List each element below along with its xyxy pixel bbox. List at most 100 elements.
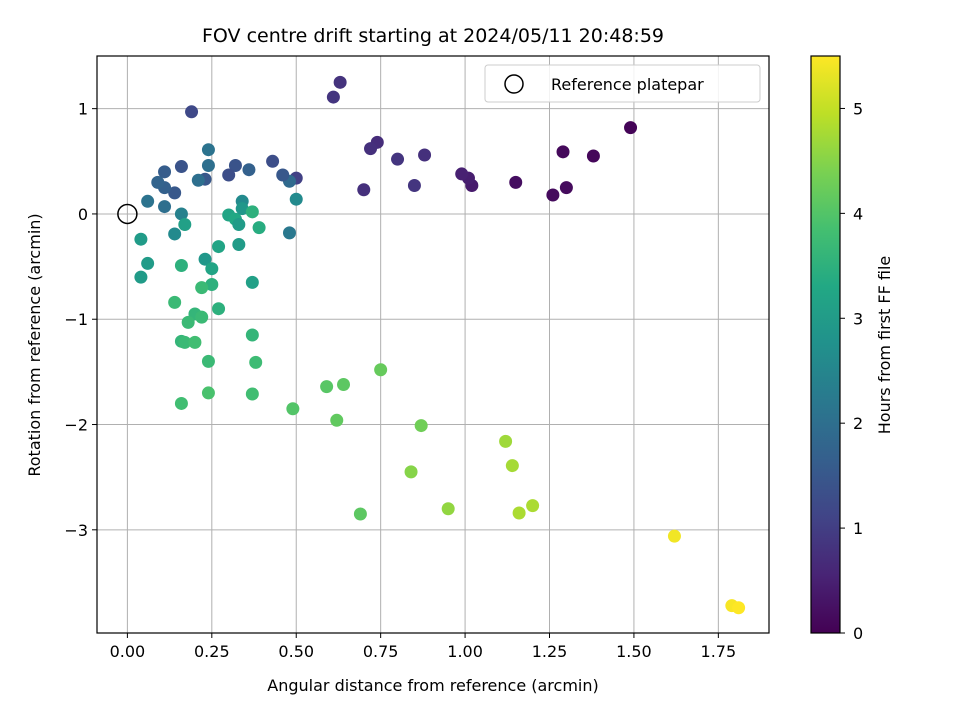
x-tick-label: 1.75 bbox=[701, 642, 737, 661]
data-point bbox=[333, 75, 347, 89]
y-tick-label: 0 bbox=[78, 205, 88, 224]
data-point bbox=[505, 459, 519, 473]
chart-title: FOV centre drift starting at 2024/05/11 … bbox=[202, 25, 664, 47]
data-point bbox=[559, 181, 573, 195]
data-point bbox=[188, 335, 202, 349]
data-point bbox=[289, 192, 303, 206]
data-point bbox=[158, 165, 172, 179]
legend-entry-reference: Reference platepar bbox=[551, 75, 704, 94]
x-tick-label: 1.50 bbox=[616, 642, 652, 661]
data-point bbox=[201, 143, 215, 157]
data-point bbox=[320, 380, 334, 394]
data-point bbox=[201, 386, 215, 400]
data-point bbox=[326, 90, 340, 104]
data-point bbox=[282, 226, 296, 240]
colorbar-ticks: 0 1 2 3 4 5 bbox=[840, 99, 863, 643]
data-point bbox=[235, 202, 249, 216]
data-point bbox=[624, 121, 638, 135]
data-point bbox=[174, 207, 188, 221]
data-point bbox=[407, 179, 421, 193]
x-tick-label: 0.75 bbox=[363, 642, 399, 661]
data-point bbox=[391, 152, 405, 166]
data-point bbox=[357, 183, 371, 197]
y-tick-label: 1 bbox=[78, 100, 88, 119]
y-axis-ticks: 1 0 −1 −2 −3 bbox=[64, 100, 97, 540]
data-point bbox=[441, 502, 455, 516]
data-point bbox=[732, 601, 746, 615]
data-point bbox=[174, 259, 188, 273]
data-point bbox=[134, 232, 148, 246]
data-point bbox=[499, 434, 513, 448]
x-tick-label: 0.00 bbox=[110, 642, 146, 661]
grid-lines bbox=[97, 56, 769, 633]
data-point bbox=[337, 378, 351, 392]
data-point bbox=[168, 295, 182, 309]
data-point bbox=[178, 217, 192, 231]
data-point bbox=[141, 256, 155, 270]
y-tick-label: −1 bbox=[64, 310, 88, 329]
data-point bbox=[232, 217, 246, 231]
data-point bbox=[286, 402, 300, 416]
colorbar-tick-label: 4 bbox=[853, 204, 863, 223]
axes-frame bbox=[96, 55, 770, 634]
x-tick-label: 1.25 bbox=[532, 642, 568, 661]
data-point bbox=[168, 227, 182, 241]
reference-marker-layer bbox=[117, 203, 138, 225]
data-point bbox=[404, 465, 418, 479]
y-axis-label: Rotation from reference (arcmin) bbox=[25, 213, 44, 476]
x-tick-label: 0.50 bbox=[278, 642, 314, 661]
colorbar-tick-label: 2 bbox=[853, 414, 863, 433]
data-point bbox=[191, 173, 205, 187]
colorbar-tick-label: 1 bbox=[853, 519, 863, 538]
data-point bbox=[364, 142, 378, 156]
data-point bbox=[174, 160, 188, 174]
data-point bbox=[266, 154, 280, 168]
y-tick-label: −3 bbox=[64, 521, 88, 540]
scatter-points bbox=[134, 75, 746, 615]
data-point bbox=[418, 148, 432, 162]
data-point bbox=[276, 168, 290, 182]
data-point bbox=[205, 277, 219, 291]
data-point bbox=[151, 175, 165, 189]
data-point bbox=[212, 240, 226, 254]
colorbar-tick-label: 3 bbox=[853, 309, 863, 328]
data-point bbox=[526, 499, 540, 513]
data-point bbox=[205, 262, 219, 276]
data-point bbox=[252, 221, 266, 235]
data-point bbox=[546, 188, 560, 202]
colorbar: 0 1 2 3 4 5 Hours from first FF file bbox=[810, 55, 894, 643]
data-point bbox=[174, 396, 188, 410]
data-point bbox=[178, 335, 192, 349]
data-point bbox=[245, 205, 259, 219]
data-point bbox=[374, 363, 388, 377]
data-point bbox=[455, 167, 469, 181]
data-point bbox=[158, 200, 172, 214]
colorbar-tick-label: 5 bbox=[853, 99, 863, 118]
data-point bbox=[228, 159, 242, 173]
colorbar-label: Hours from first FF file bbox=[875, 256, 894, 435]
x-tick-label: 1.00 bbox=[447, 642, 483, 661]
plot-area: 0.00 0.25 0.50 0.75 1.00 1.25 1.50 1.75 1 0 −1 −2 −… bbox=[64, 55, 770, 661]
data-point bbox=[509, 175, 523, 189]
x-axis-label: Angular distance from reference (arcmin) bbox=[267, 676, 598, 695]
y-tick-label: −2 bbox=[64, 416, 88, 435]
data-point bbox=[330, 413, 344, 427]
data-point bbox=[181, 315, 195, 329]
data-point bbox=[245, 387, 259, 401]
legend-reference-marker bbox=[504, 74, 524, 94]
data-point bbox=[667, 529, 681, 543]
legend: Reference platepar bbox=[484, 64, 761, 103]
colorbar-tick-label: 0 bbox=[853, 624, 863, 643]
data-point bbox=[414, 419, 428, 433]
data-point bbox=[245, 328, 259, 342]
data-point bbox=[353, 507, 367, 521]
data-point bbox=[134, 270, 148, 284]
data-point bbox=[245, 275, 259, 289]
colorbar-frame bbox=[810, 55, 841, 634]
x-tick-label: 0.25 bbox=[194, 642, 230, 661]
data-point bbox=[232, 237, 246, 251]
data-point bbox=[242, 163, 256, 177]
data-point bbox=[586, 149, 600, 163]
data-point bbox=[201, 159, 215, 173]
data-point bbox=[198, 252, 212, 266]
